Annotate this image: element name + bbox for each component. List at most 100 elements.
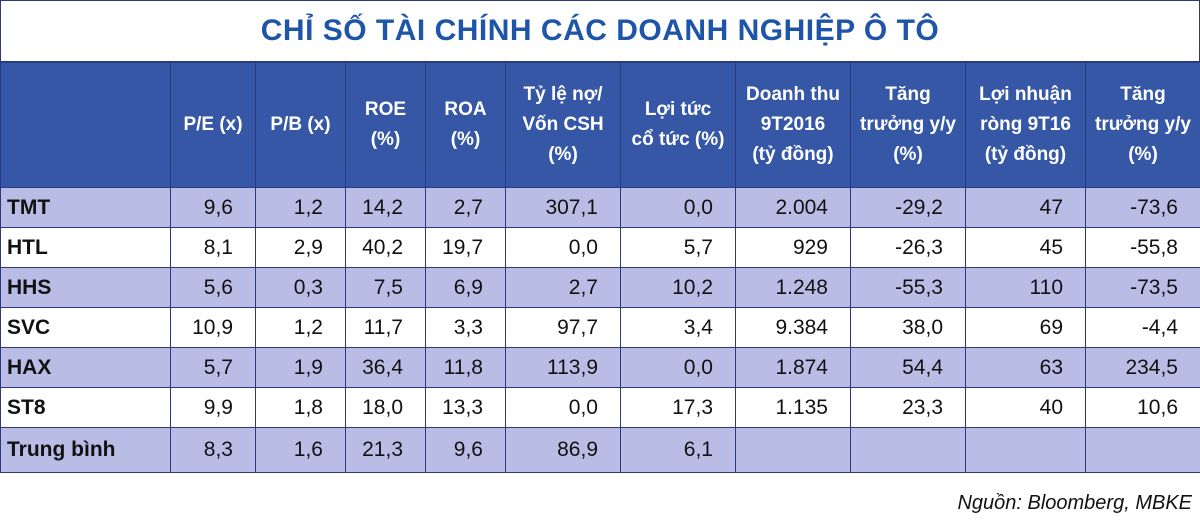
- header-line: Lợi tức: [644, 99, 712, 120]
- cell: 0,0: [620, 187, 736, 228]
- header-line: trưởng y/y: [860, 114, 956, 135]
- cell: 9,6: [170, 187, 256, 228]
- header-line: Tăng: [1120, 84, 1166, 105]
- cell: 19,7: [425, 227, 506, 268]
- cell: 113,9: [505, 347, 621, 388]
- cell: -4,4: [1085, 307, 1200, 348]
- cell: 9,6: [425, 427, 506, 473]
- cell: 40,2: [345, 227, 426, 268]
- cell: 17,3: [620, 387, 736, 428]
- cell: 63: [965, 347, 1086, 388]
- cell: 5,6: [170, 267, 256, 308]
- row-label: TMT: [0, 187, 171, 228]
- cell: 23,3: [850, 387, 966, 428]
- header-cell: Tỷ lệ nợ/Vốn CSH (%): [505, 62, 621, 188]
- cell: 6,1: [620, 427, 736, 473]
- cell: 8,3: [170, 427, 256, 473]
- header-line: ROA: [444, 99, 487, 120]
- cell: 10,2: [620, 267, 736, 308]
- header-cell: [0, 62, 171, 188]
- cell: 1,8: [255, 387, 346, 428]
- cell: 97,7: [505, 307, 621, 348]
- cell: [965, 427, 1086, 473]
- header-cell: Doanh thu 9T2016 (tỷ đồng): [735, 62, 851, 188]
- cell: 3,3: [425, 307, 506, 348]
- header-cell: Lợi nhuận ròng 9T16 (tỷ đồng): [965, 62, 1086, 188]
- cell: 86,9: [505, 427, 621, 473]
- header-line: Tỷ lệ nợ/: [523, 84, 603, 105]
- cell: 18,0: [345, 387, 426, 428]
- header-line: (%): [893, 144, 923, 165]
- cell: 1.874: [735, 347, 851, 388]
- financial-table: P/E (x) P/B (x) ROE (%) ROA (%) Tỷ lệ nợ/Vốn C…: [0, 62, 1200, 473]
- cell: 2.004: [735, 187, 851, 228]
- cell: 1.135: [735, 387, 851, 428]
- cell: 307,1: [505, 187, 621, 228]
- header-line: (%): [450, 129, 481, 150]
- cell: 11,7: [345, 307, 426, 348]
- cell: 1,9: [255, 347, 346, 388]
- cell: 2,9: [255, 227, 346, 268]
- cell: 21,3: [345, 427, 426, 473]
- cell: 1,2: [255, 187, 346, 228]
- cell: 7,5: [345, 267, 426, 308]
- cell: 36,4: [345, 347, 426, 388]
- table-row: TMT 9,6 1,2 14,2 2,7 307,1 0,0 2.004 -29,2 47 -73,…: [0, 187, 1200, 228]
- header-line: (tỷ đồng): [752, 144, 834, 165]
- cell: 9,9: [170, 387, 256, 428]
- header-line: ròng 9T16: [980, 114, 1071, 135]
- cell: 2,7: [505, 267, 621, 308]
- table-row: HHS 5,6 0,3 7,5 6,9 2,7 10,2 1.248 -55,3 110 -73,5: [0, 267, 1200, 308]
- header-line: P/B (x): [270, 114, 331, 135]
- cell: 5,7: [170, 347, 256, 388]
- source-note: Nguồn: Bloomberg, MBKE: [957, 492, 1192, 514]
- header-cell: ROA (%): [425, 62, 506, 188]
- cell: 1,2: [255, 307, 346, 348]
- table-row: ST8 9,9 1,8 18,0 13,3 0,0 17,3 1.135 23,3 40 10,6: [0, 387, 1200, 428]
- cell: 10,9: [170, 307, 256, 348]
- cell: 1.248: [735, 267, 851, 308]
- header-line: Vốn CSH: [522, 114, 604, 135]
- cell: 14,2: [345, 187, 426, 228]
- header-cell: Lợi tức cổ tức (%): [620, 62, 736, 188]
- cell: 45: [965, 227, 1086, 268]
- cell: -29,2: [850, 187, 966, 228]
- cell: 6,9: [425, 267, 506, 308]
- header-line: trưởng y/y: [1095, 114, 1191, 135]
- cell: [735, 427, 851, 473]
- header-line: (tỷ đồng): [984, 144, 1067, 165]
- header-line: P/E (x): [183, 114, 243, 135]
- header-row: P/E (x) P/B (x) ROE (%) ROA (%) Tỷ lệ nợ/Vốn C…: [0, 62, 1200, 188]
- cell: 8,1: [170, 227, 256, 268]
- header-cell: ROE (%): [345, 62, 426, 188]
- cell: -26,3: [850, 227, 966, 268]
- row-label: Trung bình: [0, 427, 171, 473]
- cell: 5,7: [620, 227, 736, 268]
- cell: -55,3: [850, 267, 966, 308]
- cell: 47: [965, 187, 1086, 228]
- cell: 0,0: [505, 387, 621, 428]
- cell: [850, 427, 966, 473]
- table-row: Trung bình 8,3 1,6 21,3 9,6 86,9 6,1: [0, 427, 1200, 473]
- header-line: (%): [1128, 144, 1158, 165]
- header-cell: Tăng trưởng y/y (%): [1085, 62, 1200, 188]
- cell: 0,3: [255, 267, 346, 308]
- cell: 0,0: [620, 347, 736, 388]
- cell: 9.384: [735, 307, 851, 348]
- header-line: Lợi nhuận: [979, 84, 1072, 105]
- cell: [1085, 427, 1200, 473]
- cell: 929: [735, 227, 851, 268]
- cell: 38,0: [850, 307, 966, 348]
- header-cell: Tăng trưởng y/y (%): [850, 62, 966, 188]
- header-line: ROE: [364, 99, 407, 120]
- cell: 69: [965, 307, 1086, 348]
- table-row: HTL 8,1 2,9 40,2 19,7 0,0 5,7 929 -26,3 45 -55,8: [0, 227, 1200, 268]
- cell: 3,4: [620, 307, 736, 348]
- cell: 234,5: [1085, 347, 1200, 388]
- table-row: SVC 10,9 1,2 11,7 3,3 97,7 3,4 9.384 38,0 69 -4,4: [0, 307, 1200, 348]
- cell: 13,3: [425, 387, 506, 428]
- cell: -55,8: [1085, 227, 1200, 268]
- cell: 54,4: [850, 347, 966, 388]
- header-line: Doanh thu: [746, 84, 840, 105]
